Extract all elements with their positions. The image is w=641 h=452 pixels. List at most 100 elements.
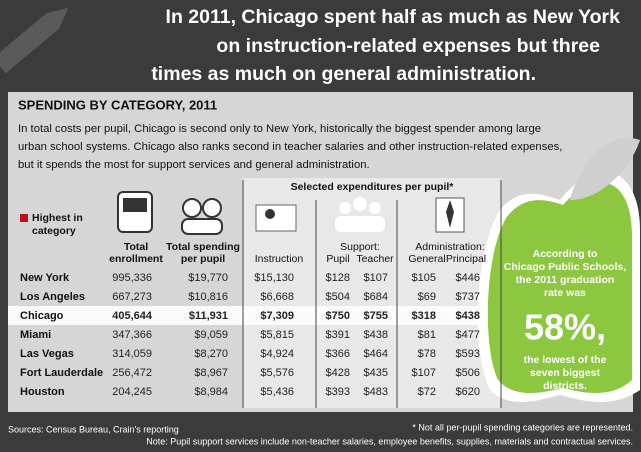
table-cell: $10,816 bbox=[188, 291, 228, 303]
footer-sources: Sources: Census Bureau, Crain's reportin… bbox=[8, 424, 179, 434]
table-cell: $5,576 bbox=[260, 367, 294, 379]
table-cell: $107 bbox=[412, 367, 436, 379]
table-cell: $318 bbox=[412, 310, 436, 322]
intro-line: urban school systems. Chicago also ranks… bbox=[18, 141, 562, 153]
table-cell: $593 bbox=[456, 348, 480, 360]
table-cell: $755 bbox=[364, 310, 388, 322]
column-header: Instruction bbox=[255, 253, 304, 265]
table-cell: $684 bbox=[364, 291, 388, 303]
table-cell: 405,644 bbox=[112, 310, 153, 322]
table-cell: $506 bbox=[456, 367, 480, 379]
table-cell: $750 bbox=[326, 310, 350, 322]
group-header: Selected expenditures per pupil* bbox=[291, 181, 455, 193]
column-header: Administration: bbox=[415, 241, 484, 253]
table-cell: $4,924 bbox=[260, 348, 294, 360]
table-cell: $477 bbox=[456, 329, 480, 341]
row-label: Los Angeles bbox=[20, 291, 85, 303]
table-cell: $9,059 bbox=[194, 329, 228, 341]
column-header: enrollment bbox=[109, 253, 163, 265]
people-icon bbox=[181, 198, 223, 235]
admin-icon-part bbox=[446, 200, 454, 228]
table-cell: $438 bbox=[456, 310, 480, 322]
table-cell: $107 bbox=[364, 272, 388, 284]
row-label: Fort Lauderdale bbox=[20, 367, 103, 379]
table-cell: $128 bbox=[326, 272, 350, 284]
headline-line: In 2011, Chicago spent half as much as N… bbox=[166, 6, 621, 28]
column-header: Total bbox=[124, 241, 148, 253]
row-label: New York bbox=[20, 272, 70, 284]
table-cell: $7,309 bbox=[260, 310, 294, 322]
footer-note: Note: Pupil support services include non… bbox=[146, 436, 633, 446]
table-cell: 347,366 bbox=[112, 329, 152, 341]
apple-text: the lowest of the bbox=[524, 354, 607, 366]
group-icon bbox=[335, 197, 385, 232]
bus-icon bbox=[117, 191, 153, 233]
table-cell: $19,770 bbox=[188, 272, 228, 284]
table-cell: 314,059 bbox=[112, 348, 152, 360]
column-header: Total spending bbox=[166, 241, 240, 253]
table-cell: $5,815 bbox=[260, 329, 294, 341]
selected-row-band bbox=[8, 306, 633, 325]
table-cell: $8,984 bbox=[194, 386, 228, 398]
admin-icon bbox=[435, 197, 465, 233]
table-cell: $446 bbox=[456, 272, 480, 284]
section-title: SPENDING BY CATEGORY, 2011 bbox=[18, 97, 217, 112]
table-cell: $438 bbox=[364, 329, 388, 341]
table-cell: $105 bbox=[412, 272, 436, 284]
apple-text: Chicago Public Schools, bbox=[504, 261, 627, 273]
intro-line: but it spends the most for support servi… bbox=[18, 159, 370, 171]
table-cell: 995,336 bbox=[112, 272, 152, 284]
column-header: General bbox=[408, 253, 445, 265]
column-header: Principal bbox=[446, 253, 486, 265]
headline-line: times as much on general administration. bbox=[151, 63, 536, 85]
table-cell: $435 bbox=[364, 367, 388, 379]
footer-asterisk: * Not all per-pupil spending categories … bbox=[412, 422, 633, 432]
row-label: Chicago bbox=[20, 310, 64, 322]
table-cell: $8,270 bbox=[194, 348, 228, 360]
table-cell: $393 bbox=[326, 386, 350, 398]
teacher-icon-part bbox=[265, 209, 275, 219]
legend-label: category bbox=[32, 225, 76, 237]
teacher-icon bbox=[255, 204, 297, 232]
table-cell: $81 bbox=[418, 329, 436, 341]
intro-line: In total costs per pupil, Chicago is sec… bbox=[18, 123, 541, 135]
teacher-icon-part bbox=[255, 204, 297, 232]
table-cell: $11,931 bbox=[189, 310, 228, 322]
row-label: Miami bbox=[20, 329, 51, 341]
table-cell: $15,130 bbox=[254, 272, 294, 284]
headline-line: on instruction-related expenses but thre… bbox=[216, 35, 600, 57]
table-cell: $483 bbox=[364, 386, 388, 398]
apple-text: seven biggest bbox=[530, 367, 601, 379]
people-icon-part bbox=[181, 218, 223, 235]
bus-icon-part bbox=[123, 198, 147, 212]
apple-text: districts. bbox=[543, 380, 587, 392]
table-cell: $620 bbox=[456, 386, 480, 398]
column-header: Teacher bbox=[356, 253, 394, 265]
group-icon-part bbox=[353, 197, 367, 211]
table-cell: $391 bbox=[326, 329, 350, 341]
column-header: Support: bbox=[340, 241, 380, 253]
column-header: per pupil bbox=[181, 253, 225, 265]
people-icon-part bbox=[202, 198, 222, 218]
row-label: Las Vegas bbox=[20, 348, 74, 360]
table-cell: $366 bbox=[326, 348, 350, 360]
apple-figure: 58%, bbox=[524, 307, 606, 348]
table-cell: $428 bbox=[326, 367, 350, 379]
table-cell: $464 bbox=[364, 348, 388, 360]
column-header: Pupil bbox=[326, 253, 349, 265]
group-icon-part bbox=[369, 202, 381, 214]
table-cell: 667,273 bbox=[112, 291, 152, 303]
apple bbox=[477, 138, 640, 402]
legend-label: Highest in bbox=[32, 212, 83, 224]
people-icon-part bbox=[182, 198, 202, 218]
group-icon-part bbox=[339, 202, 351, 214]
group-icon-part bbox=[335, 216, 385, 232]
table-cell: 256,472 bbox=[112, 367, 152, 379]
apple-text: According to bbox=[533, 248, 598, 260]
apple-text: rate was bbox=[544, 287, 586, 299]
table-cell: $504 bbox=[326, 291, 350, 303]
table-cell: $72 bbox=[418, 386, 436, 398]
table-cell: $78 bbox=[418, 348, 436, 360]
row-label: Houston bbox=[20, 386, 65, 398]
